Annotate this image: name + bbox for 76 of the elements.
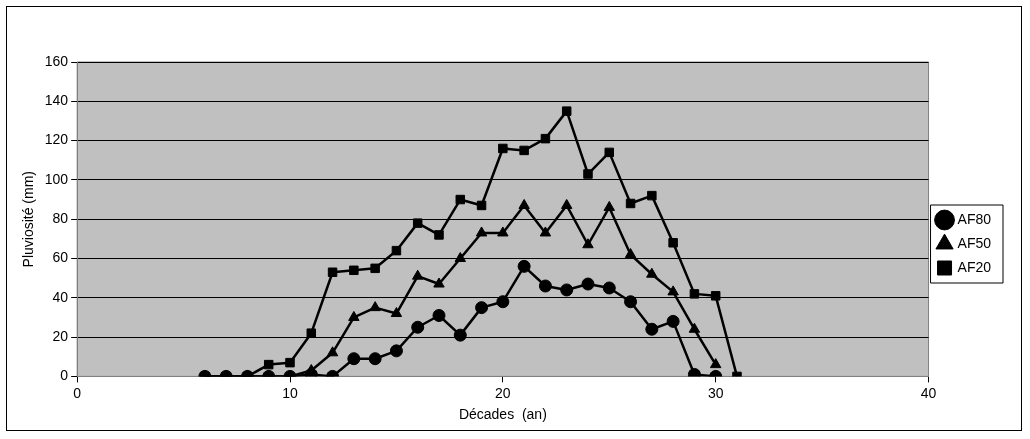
x-tick-label: 20 bbox=[495, 384, 511, 401]
point bbox=[667, 285, 679, 296]
x-axis-title: Décades (an) bbox=[458, 406, 547, 423]
x-tick-label: 30 bbox=[707, 384, 724, 401]
y-tick-label: 60 bbox=[52, 249, 69, 266]
point bbox=[498, 143, 508, 154]
legend-label: AF50 bbox=[957, 234, 992, 251]
x-tick-label: 0 bbox=[73, 384, 82, 401]
point bbox=[689, 289, 700, 299]
point bbox=[347, 352, 361, 366]
point bbox=[519, 145, 529, 156]
point bbox=[666, 314, 680, 328]
point bbox=[581, 277, 595, 291]
point bbox=[389, 344, 403, 358]
point bbox=[645, 322, 659, 336]
point bbox=[517, 259, 531, 273]
point bbox=[432, 308, 446, 322]
x-tick-label: 10 bbox=[282, 384, 298, 401]
point bbox=[475, 226, 488, 237]
point bbox=[369, 301, 381, 312]
y-axis-title: Pluviosité (mm) bbox=[20, 170, 37, 268]
y-tick-label: 20 bbox=[52, 327, 69, 344]
point bbox=[349, 265, 359, 276]
point bbox=[475, 301, 489, 315]
point bbox=[582, 238, 594, 249]
point bbox=[434, 230, 444, 240]
legend-label: AF20 bbox=[957, 258, 992, 275]
point bbox=[560, 283, 574, 297]
point bbox=[390, 307, 403, 318]
point bbox=[540, 133, 551, 144]
point bbox=[539, 226, 552, 237]
point bbox=[455, 194, 466, 205]
point bbox=[370, 263, 380, 274]
point bbox=[454, 252, 466, 262]
point bbox=[412, 218, 423, 228]
point bbox=[411, 320, 425, 334]
point bbox=[561, 198, 573, 209]
point bbox=[538, 279, 552, 293]
point bbox=[561, 106, 572, 116]
point bbox=[306, 328, 317, 338]
y-tick-label: 40 bbox=[52, 288, 69, 305]
point bbox=[476, 200, 487, 211]
point bbox=[710, 291, 721, 301]
point bbox=[710, 358, 722, 369]
point bbox=[688, 322, 701, 333]
point bbox=[412, 269, 424, 280]
point bbox=[433, 277, 445, 288]
point bbox=[646, 267, 658, 278]
point bbox=[368, 352, 382, 366]
x-tick-label: 40 bbox=[920, 384, 937, 401]
point bbox=[326, 346, 339, 357]
y-tick-label: 80 bbox=[52, 210, 69, 227]
y-tick-label: 120 bbox=[44, 131, 69, 148]
point bbox=[583, 169, 593, 179]
point bbox=[497, 226, 509, 237]
y-tick-label: 140 bbox=[44, 92, 69, 109]
point bbox=[391, 245, 402, 256]
point bbox=[518, 198, 530, 209]
y-tick-label: 160 bbox=[44, 52, 69, 69]
point bbox=[647, 190, 657, 201]
legend-label: AF80 bbox=[957, 210, 992, 227]
point bbox=[604, 147, 615, 158]
y-tick-label: 0 bbox=[60, 367, 69, 384]
point bbox=[624, 248, 637, 259]
point bbox=[668, 238, 678, 248]
point bbox=[625, 198, 636, 209]
point bbox=[263, 359, 274, 370]
point bbox=[327, 267, 338, 277]
point bbox=[603, 200, 615, 211]
point bbox=[496, 295, 510, 309]
y-tick-label: 100 bbox=[44, 170, 69, 187]
point bbox=[453, 328, 467, 342]
point bbox=[348, 310, 360, 321]
point bbox=[624, 295, 638, 309]
point bbox=[285, 357, 295, 368]
point bbox=[602, 281, 616, 295]
